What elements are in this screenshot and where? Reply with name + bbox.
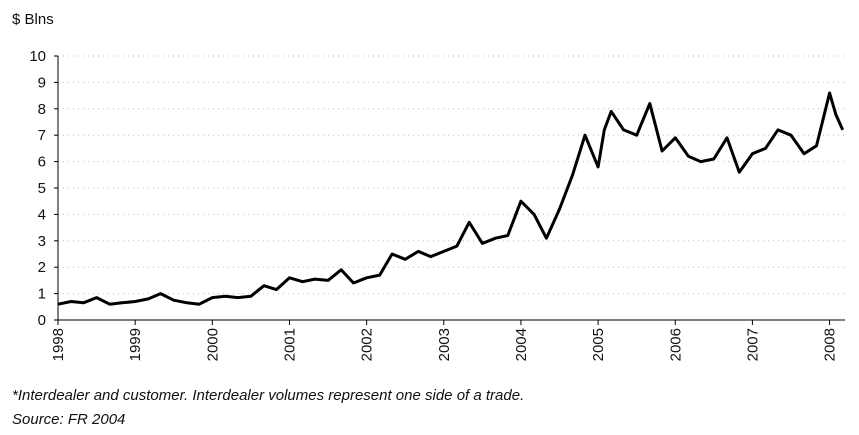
x-tick-label: 1999 — [127, 328, 144, 361]
y-tick-label: 6 — [38, 154, 46, 171]
x-tick-label: 2000 — [204, 328, 221, 361]
y-tick-label: 3 — [38, 233, 46, 250]
y-tick-label: 5 — [38, 180, 46, 197]
x-tick-label: 1998 — [50, 328, 67, 361]
y-tick-label: 9 — [38, 74, 46, 91]
y-tick-label: 10 — [29, 48, 46, 65]
x-tick-label: 2001 — [281, 328, 298, 361]
y-axis-title: $ Blns — [12, 11, 54, 28]
x-tick-label: 2007 — [744, 328, 761, 361]
x-tick-label: 2006 — [667, 328, 684, 361]
y-tick-label: 4 — [38, 206, 46, 223]
data-line — [57, 91, 845, 306]
x-tick-label: 2008 — [822, 328, 839, 361]
y-tick-label: 2 — [38, 259, 46, 276]
y-tick-label: 1 — [38, 286, 46, 303]
y-tick-label: 7 — [38, 127, 46, 144]
y-tick-label: 8 — [38, 101, 46, 118]
y-tick-label: 0 — [38, 312, 46, 329]
x-tick-label: 2002 — [359, 328, 376, 361]
x-tick-label: 2005 — [590, 328, 607, 361]
source: Source: FR 2004 — [12, 411, 125, 428]
x-tick-label: 2003 — [436, 328, 453, 361]
footnote: *Interdealer and customer. Interdealer v… — [12, 387, 524, 404]
x-tick-label: 2004 — [513, 328, 530, 361]
